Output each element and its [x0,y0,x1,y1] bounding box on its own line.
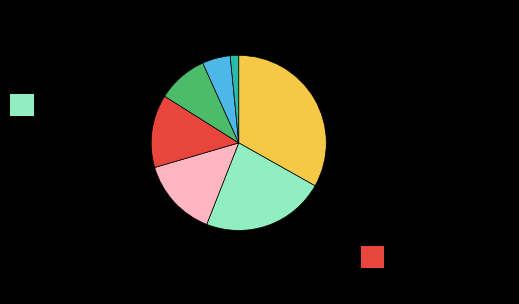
Wedge shape [155,143,239,224]
Wedge shape [207,143,315,230]
Wedge shape [203,56,239,143]
Wedge shape [165,63,239,143]
Wedge shape [239,55,326,186]
Wedge shape [151,96,239,168]
Wedge shape [230,55,239,143]
